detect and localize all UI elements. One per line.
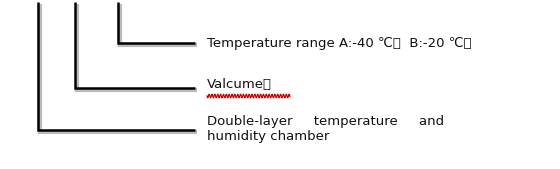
Text: Double-layer     temperature     and
humidity chamber: Double-layer temperature and humidity ch… <box>207 115 444 143</box>
Text: Temperature range A:-40 ℃，  B:-20 ℃，: Temperature range A:-40 ℃， B:-20 ℃， <box>207 37 472 50</box>
Text: Valcume；: Valcume； <box>207 78 272 91</box>
